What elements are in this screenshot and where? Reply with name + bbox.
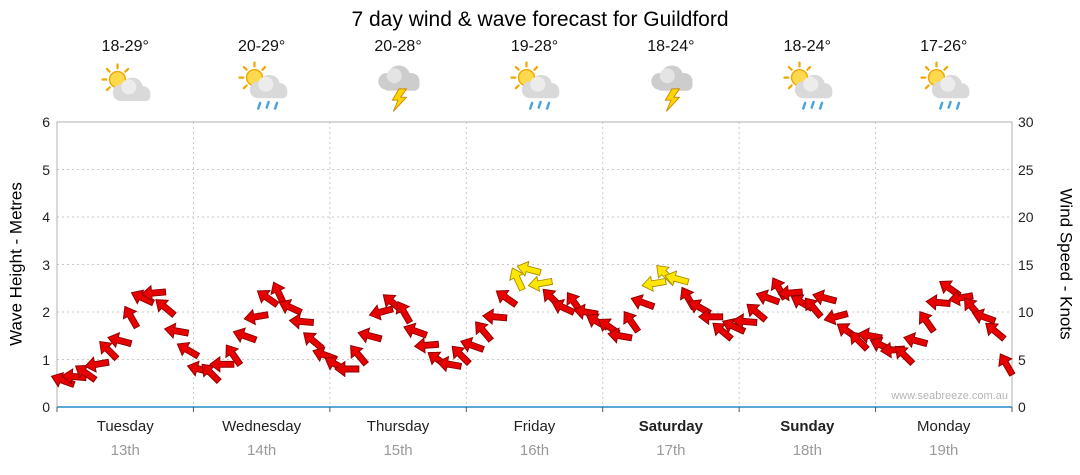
day-temp: 19-28° (510, 38, 559, 55)
day-date: 19th (929, 442, 959, 459)
day-name: Wednesday (222, 418, 302, 435)
left-axis-label: Wave Height - Metres (6, 182, 26, 346)
right-axis-tick: 15 (1018, 257, 1034, 273)
right-axis-tick: 25 (1018, 162, 1034, 178)
day-temp: 20-28° (374, 38, 422, 55)
page-title: 7 day wind & wave forecast for Guildford (351, 8, 729, 31)
day-name: Saturday (638, 418, 703, 435)
day-temp: 18-24° (783, 38, 831, 55)
right-axis-label: Wind Speed - Knots (1056, 188, 1076, 340)
day-name-row: Tuesday Wednesday Thursday Friday Saturd… (57, 418, 1012, 435)
weather-icon (95, 60, 155, 114)
right-axis-tick: 10 (1018, 304, 1034, 320)
day-date: 14th (247, 442, 277, 459)
left-axis-tick: 1 (42, 352, 50, 368)
day-date: 16th (519, 442, 550, 459)
day-name: Thursday (366, 418, 430, 435)
day-name: Sunday (780, 418, 835, 435)
right-axis-tick: 30 (1018, 114, 1034, 130)
day-temp: 18-24° (647, 38, 695, 55)
weather-icon-row (57, 60, 1012, 119)
right-axis-tick: 5 (1018, 352, 1026, 368)
day-name: Monday (917, 418, 971, 435)
temperature-row: 18-29° 20-29° 20-28° 19-28° 18-24° 18-24… (57, 38, 1012, 56)
day-date: 18th (792, 442, 822, 459)
day-name: Friday (513, 418, 556, 435)
day-date: 13th (110, 442, 140, 459)
day-name: Tuesday (96, 418, 154, 435)
left-axis-tick: 3 (42, 257, 50, 273)
weather-icon (777, 60, 837, 114)
left-axis-tick: 6 (42, 114, 50, 130)
day-temp: 18-29° (101, 38, 149, 55)
day-date: 17th (656, 442, 686, 459)
weather-icon (368, 60, 428, 114)
weather-icon (641, 60, 701, 114)
day-temp: 20-29° (237, 38, 286, 55)
weather-icon (504, 60, 564, 114)
left-axis-tick: 2 (42, 304, 50, 320)
left-axis-tick: 0 (42, 399, 50, 415)
weather-icon (914, 60, 974, 114)
right-axis-tick: 0 (1018, 399, 1026, 415)
left-axis-tick: 4 (42, 209, 50, 225)
day-temp: 17-26° (920, 38, 968, 55)
left-axis-tick: 5 (42, 162, 50, 178)
watermark: www.seabreeze.com.au (891, 390, 1008, 402)
weather-icon (232, 60, 292, 114)
day-date-row: 13th 14th 15th 16th 17th 18th 19th (57, 442, 1012, 459)
day-date: 15th (383, 442, 413, 459)
right-axis-tick: 20 (1018, 209, 1034, 225)
